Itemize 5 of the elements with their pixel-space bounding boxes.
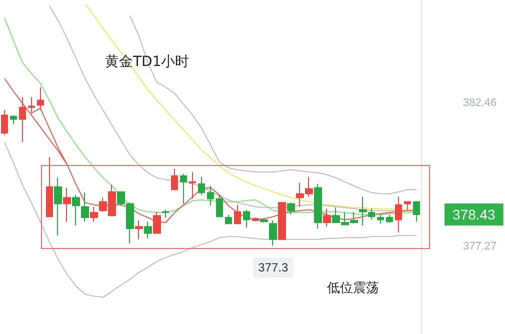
y-tick-label: 382.46 xyxy=(463,97,497,110)
annotation: 377.3 xyxy=(258,260,289,275)
text: 378.43 xyxy=(452,206,496,222)
annotation: 低位震荡 xyxy=(327,281,379,296)
y-tick-label: 377.27 xyxy=(463,240,497,252)
